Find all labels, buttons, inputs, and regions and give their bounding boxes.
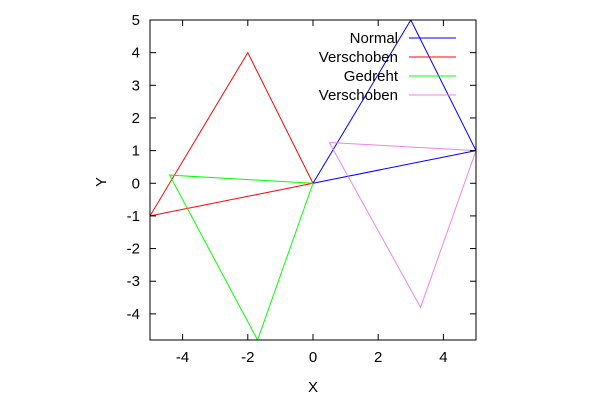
series-line-4 [328, 141, 476, 309]
x-tick-label: -2 [241, 349, 254, 366]
y-tick-label: -2 [127, 241, 140, 258]
series-layer [150, 20, 476, 340]
series-line-3 [168, 174, 314, 340]
y-tick-label: 4 [132, 45, 140, 62]
series-line-2 [150, 51, 314, 217]
plot-frame [149, 19, 477, 341]
legend-label-1: Normal [350, 30, 398, 47]
legend-label-2: Verschoben [319, 49, 398, 66]
x-tick-label: 0 [309, 349, 317, 366]
x-axis-label: X [308, 379, 318, 396]
y-axis-label: Y [93, 177, 110, 187]
series-line-1 [312, 20, 476, 184]
legend-label-4: Verschoben [319, 87, 398, 104]
legend: Normal Verschoben Gedreht Verschoben [319, 30, 456, 104]
axes-layer: -4 -2 0 2 4 -4 -3 -2 -1 0 1 2 3 4 5 [127, 12, 477, 366]
y-tick-label: 0 [132, 175, 140, 192]
x-tick-label: 2 [374, 349, 382, 366]
y-tick-label: 5 [132, 12, 140, 29]
y-tick-label: 1 [132, 143, 140, 160]
x-tick-label: -4 [176, 349, 189, 366]
y-tick-label: -1 [127, 208, 140, 225]
legend-label-3: Gedreht [344, 68, 399, 85]
y-tick-label: -3 [127, 273, 140, 290]
y-tick-label: 3 [132, 77, 140, 94]
x-tick-label: 4 [439, 349, 447, 366]
y-tick-label: 2 [132, 110, 140, 127]
y-tick-label: -4 [127, 306, 140, 323]
